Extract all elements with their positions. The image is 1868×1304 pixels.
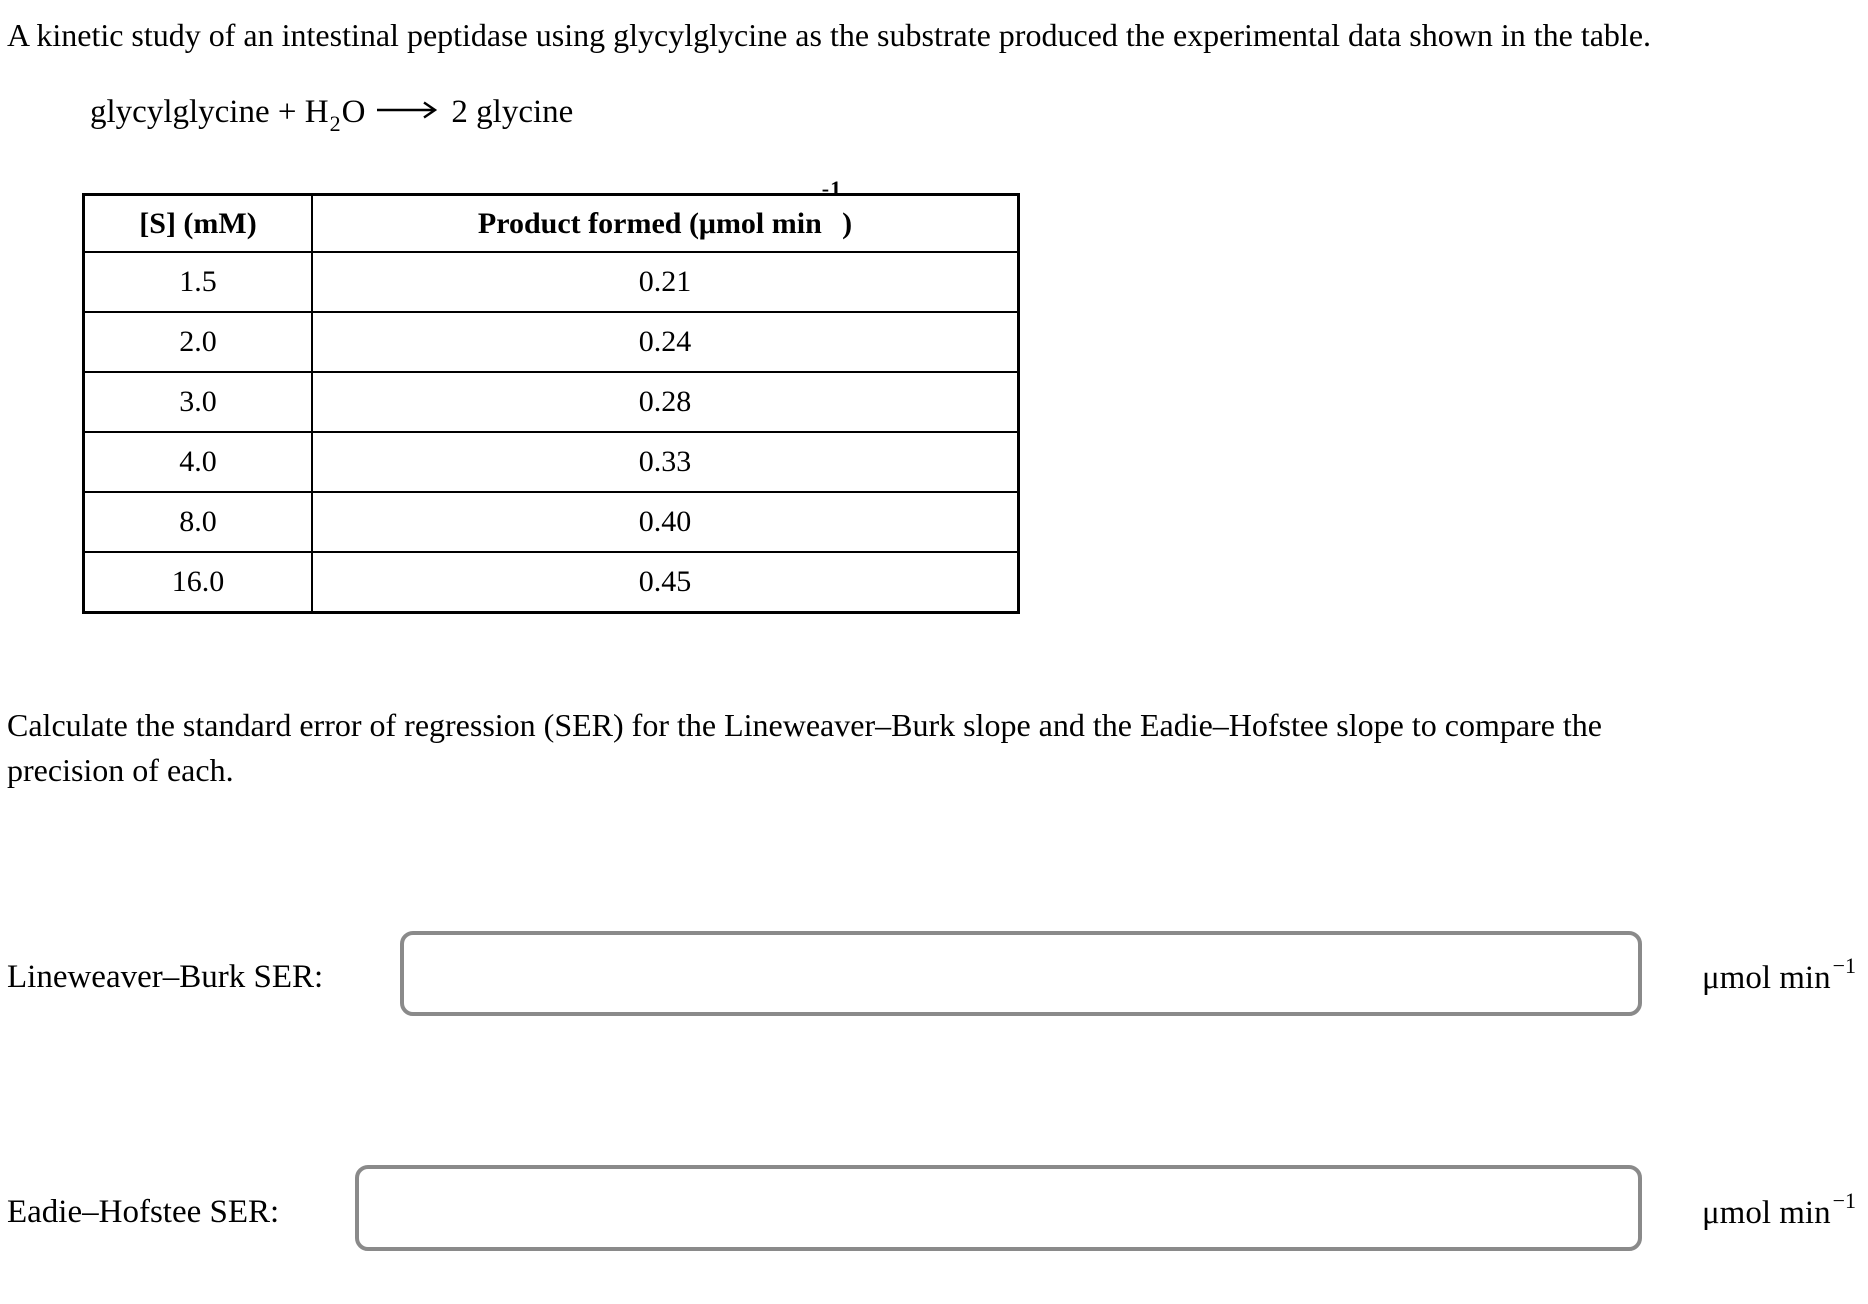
table-row: 2.0 0.24 xyxy=(82,311,1020,373)
table-header-row: [S] (mM) Product formed (μmol min -1) xyxy=(82,176,1020,253)
kinetics-table: [S] (mM) Product formed (μmol min -1) 1.5… xyxy=(82,176,1020,614)
product-value: 0.21 xyxy=(311,251,1020,313)
reaction-equation: glycylglycine + H2O 2 glycine xyxy=(90,92,574,136)
unit-base: μmol min xyxy=(1701,1195,1831,1231)
question-text: Calculate the standard error of regressi… xyxy=(7,703,1602,793)
question-line-1: Calculate the standard error of regressi… xyxy=(7,707,1602,743)
eadie-hofstee-label: Eadie–Hofstee SER: xyxy=(7,1194,280,1230)
question-line-2: precision of each. xyxy=(7,752,234,788)
equation-lhs: glycylglycine + H xyxy=(90,94,329,130)
substrate-value: 3.0 xyxy=(82,371,313,433)
water-subscript: 2 xyxy=(329,111,341,136)
table-row: 4.0 0.33 xyxy=(82,431,1020,493)
product-value: 0.40 xyxy=(311,491,1020,553)
long-right-arrow-icon xyxy=(375,92,441,129)
product-header-superscript: -1 xyxy=(821,175,843,201)
lineweaver-burk-ser-input[interactable] xyxy=(400,931,1642,1016)
substrate-column-header: [S] (mM) xyxy=(82,193,313,253)
lineweaver-burk-label: Lineweaver–Burk SER: xyxy=(7,959,324,995)
table-row: 1.5 0.21 xyxy=(82,251,1020,313)
table-row: 16.0 0.45 xyxy=(82,551,1020,614)
product-column-header: Product formed (μmol min -1) xyxy=(311,176,1020,253)
problem-statement: A kinetic study of an intestinal peptida… xyxy=(7,17,1652,53)
product-header-text: Product formed (μmol min xyxy=(477,206,822,240)
table-row: 8.0 0.40 xyxy=(82,491,1020,553)
substrate-value: 4.0 xyxy=(82,431,313,493)
unit-superscript: −1 xyxy=(1832,1188,1856,1213)
substrate-value: 16.0 xyxy=(82,551,313,614)
unit-superscript: −1 xyxy=(1832,953,1856,978)
product-value: 0.24 xyxy=(311,311,1020,373)
equation-rhs: 2 glycine xyxy=(451,94,574,130)
eadie-hofstee-ser-input[interactable] xyxy=(355,1165,1642,1251)
product-value: 0.33 xyxy=(311,431,1020,493)
product-header-close-paren: ) xyxy=(842,206,853,240)
product-value: 0.28 xyxy=(311,371,1020,433)
table-row: 3.0 0.28 xyxy=(82,371,1020,433)
substrate-value: 1.5 xyxy=(82,251,313,313)
unit-base: μmol min xyxy=(1701,960,1831,996)
substrate-value: 8.0 xyxy=(82,491,313,553)
product-value: 0.45 xyxy=(311,551,1020,614)
lineweaver-burk-unit: μmol min−1 xyxy=(1701,953,1856,997)
eadie-hofstee-unit: μmol min−1 xyxy=(1701,1188,1856,1232)
equation-lhs-end: O xyxy=(341,94,366,130)
substrate-value: 2.0 xyxy=(82,311,313,373)
